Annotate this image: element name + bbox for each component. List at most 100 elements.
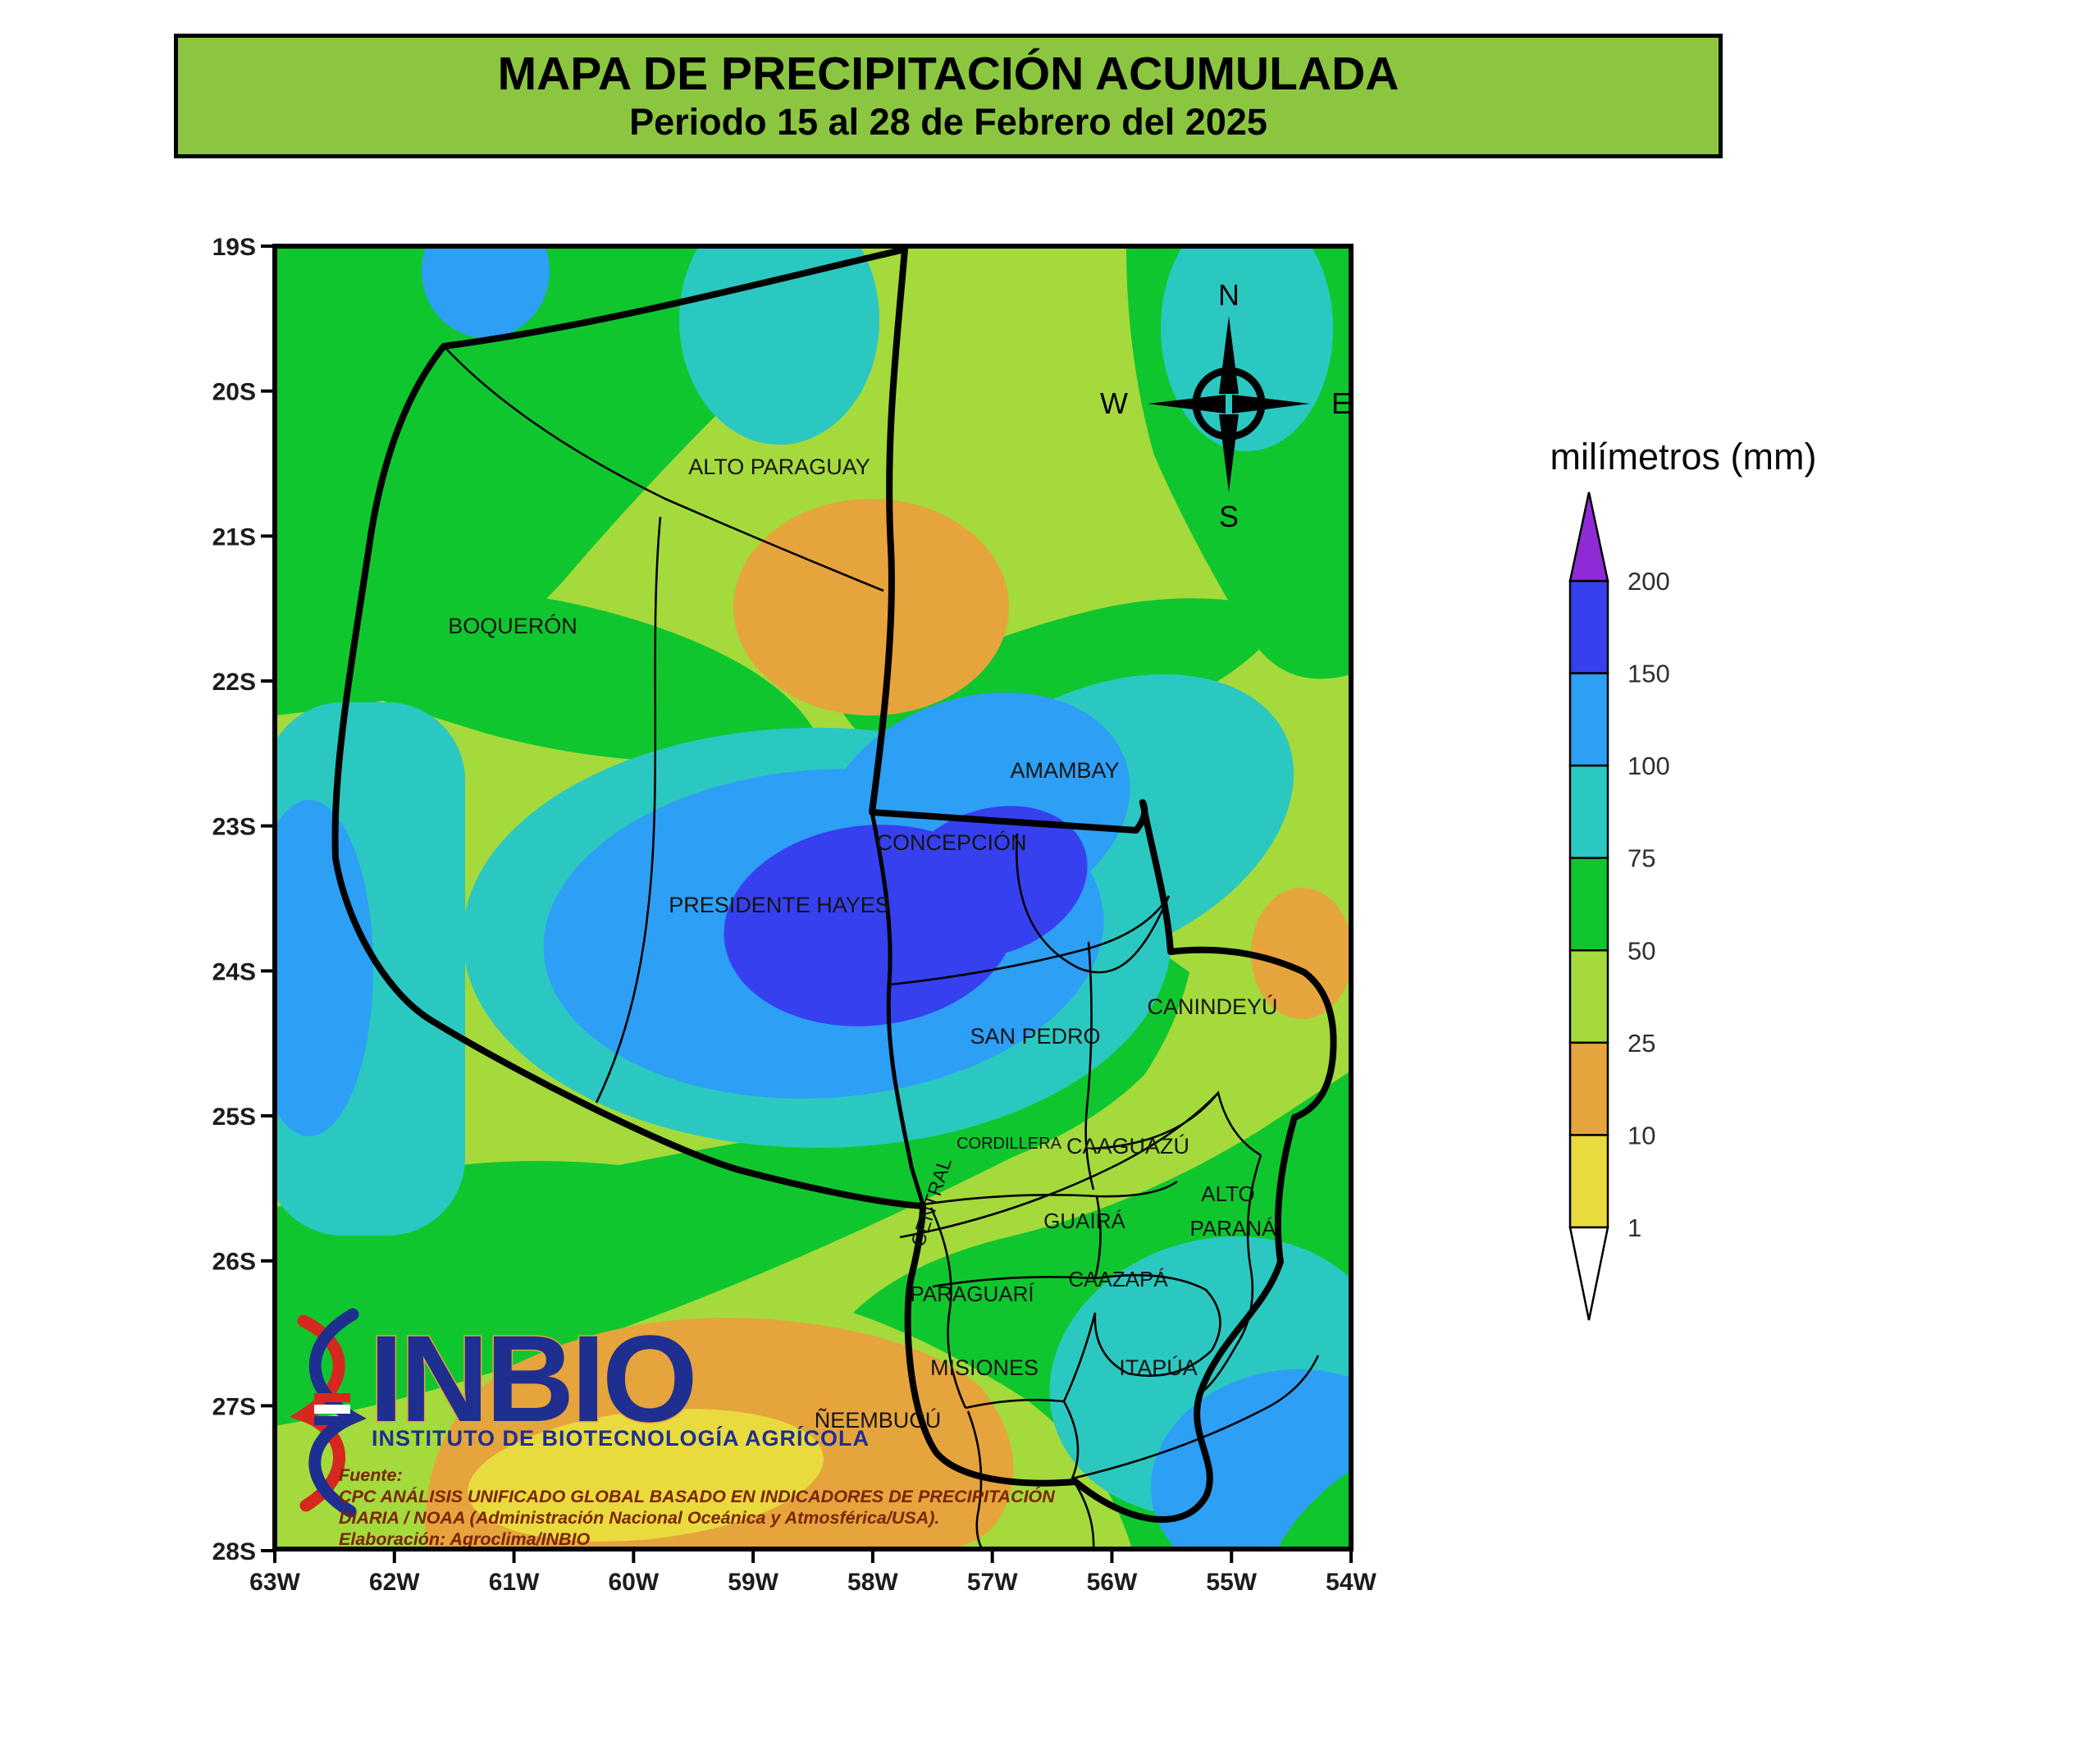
compass-north-pointer <box>1219 316 1239 394</box>
legend-segment <box>1568 672 1609 767</box>
department-label: CONCEPCIÓN <box>876 829 1026 855</box>
legend-value: 75 <box>1628 844 1655 873</box>
country-border-paraguay <box>331 246 1337 1523</box>
legend-value: 25 <box>1628 1029 1655 1058</box>
lat-tick-label: 20S <box>212 379 256 406</box>
department-label: ÑEEMBUCÚ <box>815 1407 942 1433</box>
lat-tick-label: 28S <box>212 1538 256 1565</box>
compass-south-pointer <box>1219 414 1239 492</box>
legend-segment <box>1568 1041 1609 1136</box>
precip-region-10-25 <box>733 499 1009 715</box>
lon-tick-label: 55W <box>1206 1569 1257 1596</box>
legend-value: 10 <box>1628 1121 1655 1149</box>
legend-colorbar <box>1568 579 1609 1229</box>
compass-east-pointer <box>1232 395 1310 414</box>
department-label: PARAGUARÍ <box>910 1282 1034 1306</box>
lat-tick-label: 26S <box>212 1249 256 1276</box>
precip-region-75-100 <box>679 246 879 445</box>
department-label: BOQUERÓN <box>448 613 578 638</box>
paraguay-river-line <box>870 811 925 1205</box>
compass-west-pointer <box>1148 395 1226 414</box>
department-labels: ALTO PARAGUAY BOQUERÓN AMAMBAY CONCEPCIÓN PR… <box>448 455 1277 1433</box>
lon-tick-label: 57W <box>967 1569 1018 1596</box>
source-line: CPC ANÁLISIS UNIFICADO GLOBAL BASADO EN … <box>339 1486 1055 1506</box>
compass-letter-e: E <box>1331 386 1351 420</box>
legend-value: 100 <box>1628 752 1670 780</box>
legend-value: 200 <box>1628 567 1670 596</box>
department-label: ITAPÚA <box>1119 1355 1198 1380</box>
legend-value: 1 <box>1628 1213 1641 1242</box>
compass-letter-n: N <box>1218 278 1239 312</box>
title-banner: MAPA DE PRECIPITACIÓN ACUMULADA Periodo … <box>174 34 1723 158</box>
department-label: ALTO <box>1201 1181 1255 1206</box>
precip-region-1-10 <box>468 1409 824 1542</box>
department-label: SAN PEDRO <box>970 1024 1100 1049</box>
inbio-wordmark: INBIO <box>369 1309 695 1447</box>
department-label: AMAMBAY <box>1010 758 1119 783</box>
source-text: Fuente:CPC ANÁLISIS UNIFICADO GLOBAL BAS… <box>339 1465 1055 1549</box>
lon-tick-label: 58W <box>847 1569 898 1596</box>
lon-tick-label: 54W <box>1326 1569 1376 1596</box>
lon-tick-label: 62W <box>369 1569 420 1596</box>
department-label: MISIONES <box>930 1355 1039 1380</box>
legend-segment <box>1568 579 1609 674</box>
department-label: CANINDEYÚ <box>1147 994 1277 1019</box>
precip-region-50-75 <box>1277 1470 1351 1549</box>
compass-letter-w: W <box>1100 386 1128 420</box>
legend-segment <box>1568 1134 1609 1229</box>
longitude-axis: 63W 62W 61W 60W 59W 58W 57W 56W 55W 54W <box>249 1549 1377 1596</box>
precip-region-100-150 <box>275 800 373 1136</box>
map-canvas: N S E W ALTO PARAGUAY BOQUERÓN AMAMBAY CONCEPC… <box>272 244 1354 1551</box>
lon-tick-label: 63W <box>249 1569 300 1596</box>
lat-tick-label: 25S <box>212 1104 256 1131</box>
legend-over-arrow <box>1568 491 1609 583</box>
legend-value-labels: 200 150 100 75 50 25 10 1 <box>1628 567 1670 1242</box>
lon-tick-label: 59W <box>728 1569 778 1596</box>
page-subtitle: Periodo 15 al 28 de Febrero del 2025 <box>629 101 1267 143</box>
compass-letter-s: S <box>1219 500 1239 533</box>
source-line: Elaboración: Agroclima/INBIO <box>339 1529 591 1549</box>
department-borders <box>443 345 1320 1549</box>
department-label: CORDILLERA <box>956 1135 1061 1153</box>
precip-region-100-150 <box>1150 1369 1351 1549</box>
legend-value: 50 <box>1628 936 1655 965</box>
map-frame <box>272 244 1354 1551</box>
department-label: PRESIDENTE HAYES <box>669 893 890 917</box>
inbio-subtitle: INSTITUTO DE BIOTECNOLOGÍA AGRÍCOLA <box>372 1425 870 1451</box>
lat-tick-label: 23S <box>212 814 256 841</box>
legend-segment <box>1568 949 1609 1044</box>
legend-segment <box>1568 764 1609 859</box>
legend-segment <box>1568 857 1609 952</box>
legend: milímetros (mm) 200 150 100 75 50 25 10 1 <box>1550 436 1817 1321</box>
lat-tick-label: 19S <box>212 234 256 261</box>
legend-value: 150 <box>1628 660 1670 688</box>
precip-region-100-150 <box>422 246 550 338</box>
precip-region-75-100 <box>1161 246 1333 451</box>
precip-region-10-25 <box>1251 888 1351 1019</box>
lon-tick-label: 61W <box>489 1569 540 1596</box>
precip-region-50-75 <box>275 586 823 762</box>
latitude-axis: 19S 20S 21S 22S 23S 24S 25S 26S 27S 28S <box>212 234 275 1565</box>
inbio-logo: INBIO INSTITUTO DE BIOTECNOLOGÍA AGRÍCOL… <box>290 1308 870 1518</box>
precip-region-150-200 <box>892 806 1088 958</box>
source-line: DIARIA / NOAA (Administración Nacional O… <box>339 1508 939 1528</box>
lon-tick-label: 56W <box>1087 1569 1138 1596</box>
dna-helix-icon <box>290 1308 367 1518</box>
legend-title: milímetros (mm) <box>1550 436 1817 478</box>
compass-rose: N S E W <box>1100 278 1351 533</box>
lat-tick-label: 22S <box>212 669 256 696</box>
legend-under-arrow <box>1568 1226 1609 1321</box>
department-label: PARANÁ <box>1190 1216 1277 1241</box>
lat-tick-label: 27S <box>212 1393 256 1420</box>
lat-tick-label: 21S <box>212 523 256 551</box>
department-label: GUAIRÁ <box>1043 1209 1125 1233</box>
department-label: ALTO PARAGUAY <box>688 455 870 479</box>
department-label: CAAGUAZÚ <box>1066 1133 1189 1158</box>
lon-tick-label: 60W <box>608 1569 659 1596</box>
department-label: CAAZAPÁ <box>1068 1267 1168 1291</box>
lat-tick-label: 24S <box>212 958 256 985</box>
precip-region-50-75 <box>275 952 1189 1426</box>
page-title: MAPA DE PRECIPITACIÓN ACUMULADA <box>497 48 1399 100</box>
